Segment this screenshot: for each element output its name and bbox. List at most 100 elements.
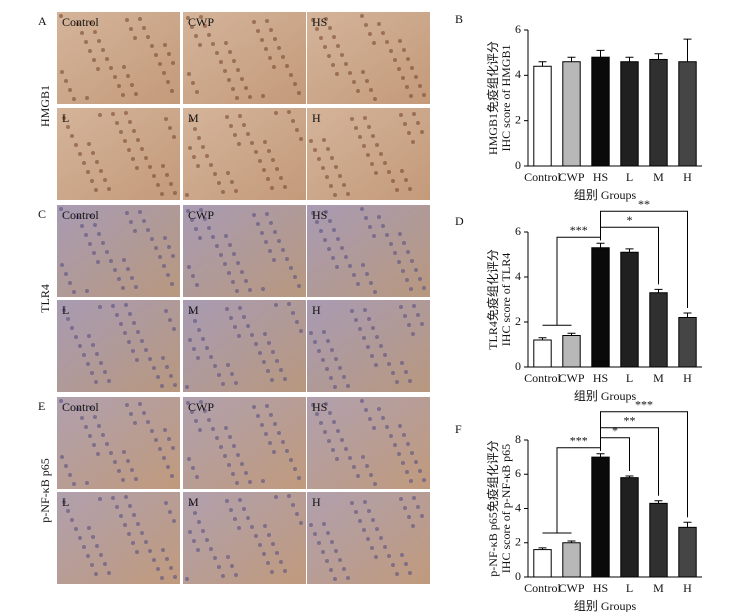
nucleus [332,420,336,424]
nucleus [326,531,330,535]
nucleus [416,505,420,509]
nucleus [338,366,342,370]
nucleus [401,76,405,80]
nucleus [70,134,74,138]
nucleus [187,72,191,76]
nucleus [246,516,250,520]
nucleus [256,222,260,226]
y-tick-label: 6 [515,22,521,36]
nucleus [332,35,336,39]
nucleus [190,410,194,414]
nucleus [221,574,225,578]
bar [591,56,610,167]
nucleus [383,161,387,165]
x-axis-label: 组别 Groups [574,599,637,612]
nucleus [403,122,407,126]
nucleus [74,335,78,339]
nucleus [354,126,358,130]
nucleus [187,265,191,269]
nucleus [323,430,327,434]
nucleus [76,215,80,219]
nucleus [370,546,374,550]
nucleus [161,356,165,360]
nucleus [272,65,276,69]
nucleus [233,517,237,521]
nucleus [293,82,297,86]
nucleus [319,229,323,233]
bar [562,61,581,167]
nucleus [283,377,287,381]
nucleus [372,234,376,238]
nucleus [279,560,283,564]
nucleus [213,172,217,176]
nucleus [346,384,350,388]
nucleus [122,65,126,69]
nucleus [164,309,168,313]
nucleus [333,385,337,389]
nucleus [313,532,317,536]
nucleus [89,406,93,410]
nucleus [360,207,364,211]
nucleus [309,331,313,335]
image-label: HS [312,208,327,222]
nucleus [132,321,136,325]
nucleus [328,26,332,30]
nucleus [98,113,102,117]
nucleus [113,268,117,272]
nucleus [219,60,223,64]
nucleus [160,192,164,196]
nucleus [271,350,275,354]
nucleus [273,230,277,234]
nucleus [336,237,340,241]
nucleus [193,511,197,515]
x-axis-label: 组别 Groups [574,188,637,202]
nucleus [98,497,102,501]
nucleus [167,437,171,441]
panel-letter: C [38,207,46,221]
nucleus [271,542,275,546]
x-tick-label: M [653,581,664,595]
nucleus [85,96,89,100]
nucleus [263,332,267,336]
error-bar [538,61,547,67]
nucleus [324,17,328,21]
nucleus [193,319,197,323]
nucleus [420,130,424,134]
nucleus [258,351,262,355]
x-tick-label: M [653,371,664,385]
nucleus [363,116,367,120]
nucleus [375,335,379,339]
nucleus [358,327,362,331]
nucleus [361,70,365,74]
nucleus [329,376,333,380]
nucleus [360,14,364,18]
nucleus [260,38,264,42]
nucleus [132,513,136,517]
nucleus [418,84,422,88]
nucleus [317,157,321,161]
nucleus [416,313,420,317]
nucleus [197,136,201,140]
error-bar [567,540,576,543]
nucleus [96,260,100,264]
nucleus [400,553,404,557]
nucleus [321,550,325,554]
error-bar [654,288,663,293]
nucleus [163,236,167,240]
image-label: HS [312,15,327,29]
nucleus [363,500,367,504]
nucleus [289,458,293,462]
x-tick-label: L [626,581,633,595]
nucleus [209,547,213,551]
nucleus [234,573,238,577]
nucleus [348,456,352,460]
nucleus [124,303,128,307]
nucleus [327,439,331,443]
nucleus [85,289,89,293]
nucleus [76,22,80,26]
nucleus [340,53,344,57]
nucleus [169,374,173,378]
nucleus [130,468,134,472]
nucleus [311,18,315,22]
